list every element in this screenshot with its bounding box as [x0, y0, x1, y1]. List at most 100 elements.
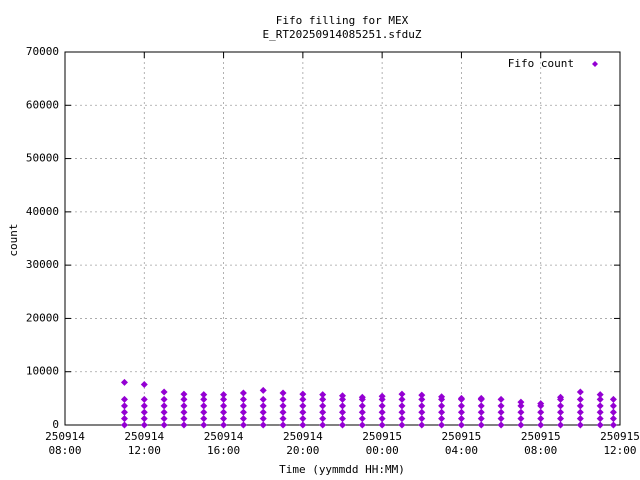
point	[120, 395, 128, 403]
point	[378, 408, 386, 416]
point	[299, 415, 307, 423]
x-axis-label: Time (yymmdd HH:MM)	[279, 463, 405, 476]
point	[537, 421, 545, 429]
y-tick-label: 70000	[26, 45, 59, 58]
x-tick-label: 250915 08:00	[520, 430, 561, 457]
point	[339, 402, 346, 410]
point	[418, 395, 426, 403]
point	[180, 390, 188, 398]
point	[319, 391, 327, 399]
point	[140, 421, 148, 429]
point	[319, 395, 327, 403]
point	[299, 402, 307, 410]
point	[339, 415, 346, 423]
point	[200, 415, 208, 423]
point	[160, 415, 168, 423]
point	[418, 421, 426, 429]
x-tick-label: 250914 08:00	[45, 430, 85, 457]
point	[180, 421, 188, 429]
point	[239, 402, 247, 410]
point	[497, 395, 505, 403]
y-tick-label: 0	[52, 418, 59, 431]
point	[299, 395, 307, 403]
point	[140, 415, 148, 423]
point	[596, 391, 604, 399]
point	[160, 421, 168, 429]
point	[220, 408, 228, 416]
point	[497, 402, 505, 410]
x-tick-label: 250914 16:00	[203, 430, 244, 457]
point	[358, 421, 366, 429]
point	[398, 402, 406, 410]
point	[299, 408, 307, 416]
point	[358, 408, 366, 416]
y-axis-label: count	[7, 223, 20, 256]
point	[457, 408, 465, 416]
point	[259, 415, 267, 423]
point	[160, 388, 168, 396]
point	[120, 378, 128, 386]
point	[457, 394, 465, 402]
point	[398, 408, 406, 416]
point	[220, 402, 228, 410]
point	[477, 402, 485, 410]
point	[398, 421, 406, 429]
point	[497, 415, 505, 423]
point	[418, 415, 426, 423]
chart-subtitle: E_RT20250914085251.sfduZ	[263, 28, 422, 41]
point	[160, 408, 168, 416]
point	[576, 421, 584, 429]
point	[319, 402, 327, 410]
point	[358, 393, 366, 401]
point	[239, 421, 247, 429]
x-tick-label: 250914 20:00	[282, 430, 323, 457]
point	[299, 390, 307, 398]
point	[259, 421, 267, 429]
point	[259, 386, 267, 394]
point	[398, 415, 406, 423]
point	[200, 391, 208, 399]
point	[140, 381, 148, 389]
point	[180, 402, 188, 410]
point	[418, 402, 426, 410]
point	[537, 400, 545, 408]
point	[319, 421, 327, 429]
point	[438, 415, 446, 423]
point	[319, 408, 327, 416]
point	[120, 421, 128, 429]
point	[339, 408, 346, 416]
point	[358, 402, 366, 410]
y-tick-label: 50000	[26, 152, 59, 165]
point	[339, 421, 346, 429]
y-tick-label: 30000	[26, 258, 59, 271]
point	[596, 395, 604, 403]
point	[517, 421, 525, 429]
point	[438, 393, 446, 401]
point	[477, 421, 485, 429]
point	[609, 415, 617, 423]
point	[220, 391, 228, 399]
point	[140, 395, 148, 403]
point	[378, 415, 386, 423]
point	[259, 395, 267, 403]
point	[160, 402, 168, 410]
point	[339, 392, 346, 400]
legend-label: Fifo count	[508, 57, 574, 70]
point	[517, 415, 525, 423]
point	[596, 421, 604, 429]
point	[140, 402, 148, 410]
y-tick-label: 10000	[26, 365, 59, 378]
point	[220, 395, 228, 403]
point	[557, 393, 565, 401]
point	[477, 408, 485, 416]
point	[438, 408, 446, 416]
point	[259, 402, 267, 410]
point	[557, 421, 565, 429]
point	[120, 415, 128, 423]
point	[180, 408, 188, 416]
point	[378, 402, 386, 410]
point	[279, 415, 287, 423]
point	[438, 421, 446, 429]
point	[220, 415, 228, 423]
point	[259, 408, 267, 416]
